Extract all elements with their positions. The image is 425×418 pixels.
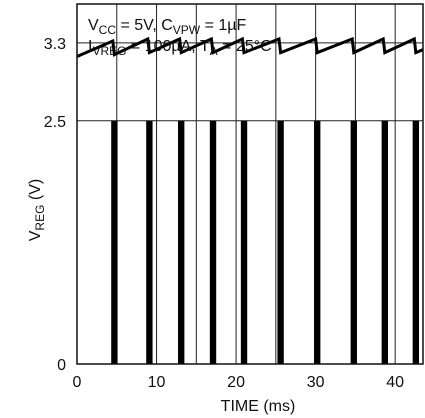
annotation-2-mid: = 100µA, T [126,38,209,55]
x-tick-labels: 0 10 20 30 40 [73,374,405,391]
pulse-bar [178,120,185,364]
x-tick-label: 40 [386,374,404,391]
pulse-bar [277,120,284,364]
y-tick-label: 0 [57,357,66,374]
y-axis-label-tail: (V) [27,179,44,205]
pulse-bar [350,120,357,364]
annotation-1-mid: = 5V, C [116,17,173,34]
sawtooth-series [76,36,424,58]
annotation-box: VCC = 5V, CVPW = 1µF IVREG = 100µA, TA =… [88,17,272,58]
pulse-bar [111,120,118,364]
annotation-line-1: VCC = 5V, CVPW = 1µF [88,17,246,37]
annotation-1-sub2: VPW [173,23,201,37]
annotation-2-sub: VREG [92,44,126,58]
x-tick-label: 20 [227,374,245,391]
x-tick-label: 10 [148,374,166,391]
y-axis-label-base: V [27,230,44,241]
pulse-bar [314,120,321,364]
annotation-1-sub: CC [99,23,117,37]
sawtooth-line [76,36,424,58]
annotation-2-base: I [88,38,92,55]
y-axis-label: VREG (V) [27,179,47,241]
x-tick-label: 30 [307,374,325,391]
pulse-bar [240,120,248,364]
annotation-1-tail: = 1µF [200,17,246,34]
annotation-2-tail: = 25°C [218,38,272,55]
annotation-line-2: IVREG = 100µA, TA = 25°C [88,38,272,58]
y-tick-labels: 0 2.5 3.3 [44,36,66,374]
x-tick-label: 0 [73,374,82,391]
pulse-bar [146,120,153,364]
annotation-2-sub2: A [210,44,218,58]
pulse-bar [209,120,217,364]
pulse-bar [412,120,420,364]
x-axis-label: TIME (ms) [221,398,296,415]
pulse-bar [381,120,389,364]
y-tick-label: 3.3 [44,36,66,53]
pulse-series [111,120,420,364]
annotation-1-base: V [88,17,99,34]
plot-frame [76,3,424,365]
y-tick-label: 2.5 [44,114,66,131]
y-axis-label-sub: REG [33,205,47,231]
grid [77,4,423,364]
